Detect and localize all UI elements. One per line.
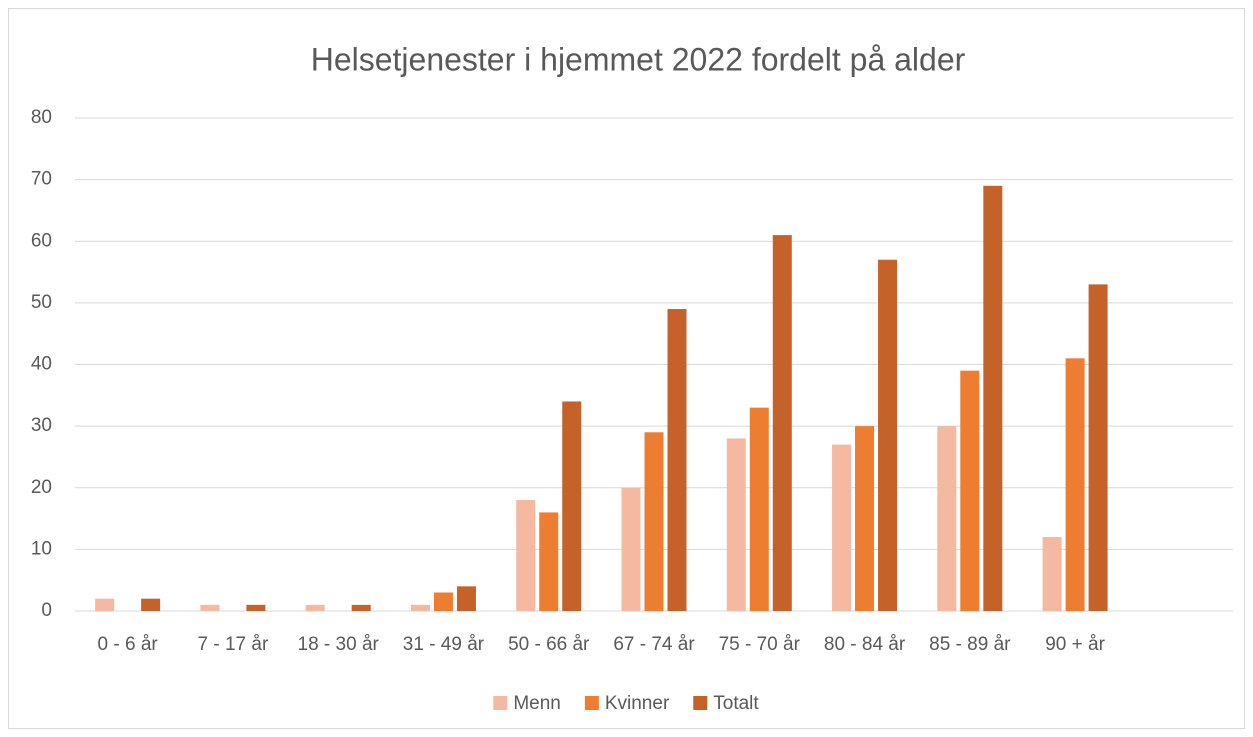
y-tick-label: 10 bbox=[31, 538, 52, 559]
x-tick-label: 67 - 74 år bbox=[613, 634, 695, 655]
bar bbox=[1042, 537, 1062, 611]
bar bbox=[667, 309, 687, 611]
x-tick-label: 50 - 66 år bbox=[508, 634, 590, 655]
bar bbox=[95, 598, 115, 611]
bar bbox=[305, 604, 325, 611]
bar bbox=[960, 370, 980, 611]
y-tick-label: 30 bbox=[31, 415, 52, 436]
x-tick-label: 90 + år bbox=[1045, 634, 1105, 655]
bar bbox=[937, 426, 957, 611]
bar bbox=[516, 500, 536, 611]
legend-label: Menn bbox=[513, 693, 561, 714]
x-tick-label: 80 - 84 år bbox=[824, 634, 906, 655]
x-tick-label: 75 - 70 år bbox=[719, 634, 801, 655]
bar bbox=[832, 444, 852, 611]
y-tick-label: 60 bbox=[31, 230, 52, 251]
bar bbox=[855, 426, 875, 611]
bar bbox=[983, 185, 1003, 611]
bar bbox=[621, 487, 641, 611]
x-tick-label: 0 - 6 år bbox=[98, 634, 159, 655]
bar bbox=[456, 586, 476, 611]
bar bbox=[878, 259, 898, 611]
legend-label: Kvinner bbox=[605, 693, 670, 714]
bar bbox=[772, 235, 792, 611]
bar bbox=[539, 512, 559, 611]
bar bbox=[433, 592, 453, 611]
x-tick-label: 18 - 30 år bbox=[298, 634, 380, 655]
bar bbox=[410, 604, 430, 611]
y-tick-label: 0 bbox=[41, 600, 52, 621]
bar bbox=[200, 604, 220, 611]
y-tick-label: 70 bbox=[31, 169, 52, 190]
bar bbox=[749, 407, 769, 611]
y-tick-label: 50 bbox=[31, 292, 52, 313]
chart-border bbox=[8, 8, 1245, 729]
y-tick-label: 80 bbox=[31, 107, 52, 128]
legend-label: Totalt bbox=[713, 693, 759, 714]
bar bbox=[141, 598, 161, 611]
y-tick-label: 20 bbox=[31, 477, 52, 498]
bar bbox=[351, 604, 371, 611]
bar bbox=[644, 432, 664, 611]
legend-swatch bbox=[584, 696, 599, 710]
bar bbox=[1065, 358, 1085, 611]
chart-title: Helsetjenester i hjemmet 2022 fordelt på… bbox=[311, 41, 966, 77]
x-tick-label: 7 - 17 år bbox=[198, 634, 269, 655]
x-tick-label: 85 - 89 år bbox=[929, 634, 1011, 655]
x-tick-label: 31 - 49 år bbox=[403, 634, 485, 655]
bar bbox=[562, 401, 582, 611]
legend-swatch bbox=[693, 696, 708, 710]
bar bbox=[726, 438, 746, 611]
bar bbox=[246, 604, 266, 611]
bar bbox=[1088, 284, 1108, 611]
legend-swatch bbox=[493, 696, 508, 710]
y-tick-label: 40 bbox=[31, 354, 52, 375]
